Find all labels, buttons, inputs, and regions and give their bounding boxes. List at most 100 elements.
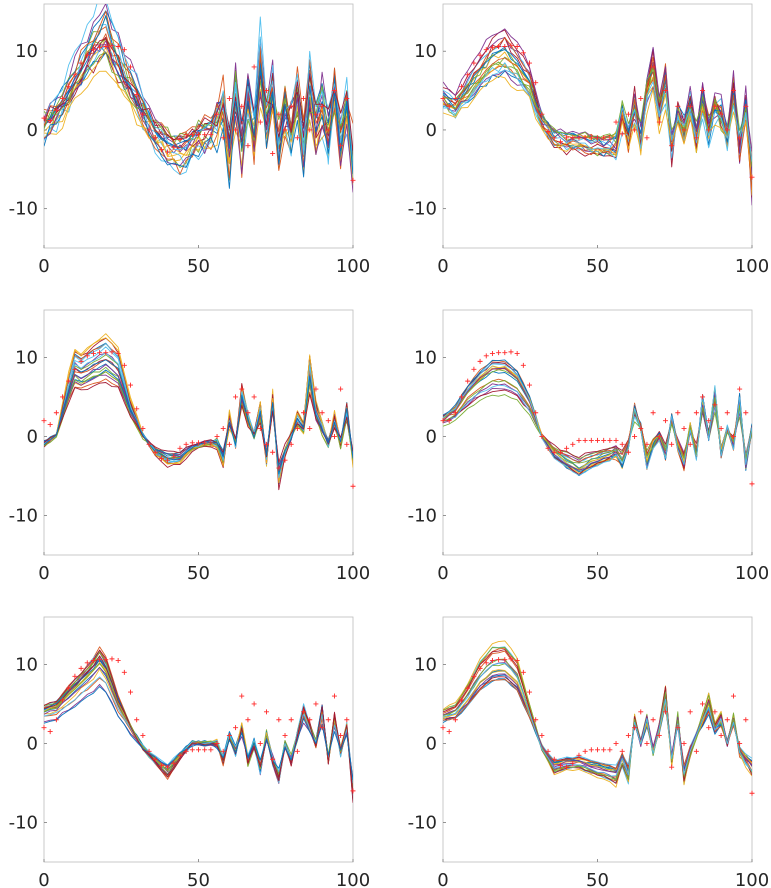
observed-point [66,378,72,384]
observed-point [344,717,350,723]
observed-point [743,717,749,723]
x-tick-label: 0 [437,256,448,277]
observed-point [564,445,570,451]
observed-point [140,111,146,117]
observed-point [749,790,755,796]
observed-point [545,748,551,754]
observed-point [214,111,220,117]
observed-point [662,418,668,424]
observed-point [706,725,712,731]
observed-point [288,103,294,109]
series-line [44,686,353,780]
y-tick-label: 0 [27,733,38,754]
observed-point [84,353,90,359]
observed-point [220,135,226,141]
observed-point [251,394,257,400]
observed-point [257,740,263,746]
observed-point [557,139,563,145]
observed-point [60,697,66,703]
observed-point [576,752,582,758]
series-line [44,371,353,475]
observed-point [718,111,724,117]
observed-point [613,740,619,746]
observed-point [270,449,276,455]
observed-point [41,418,47,424]
observed-point [53,410,59,416]
series-line [443,669,752,776]
observed-point [681,426,687,432]
observed-point [270,151,276,157]
observed-point [693,748,699,754]
observed-point [471,60,477,66]
observed-point [294,135,300,141]
observed-point [588,747,594,753]
observed-point [47,422,53,428]
observed-point [737,386,743,392]
observed-point [675,103,681,109]
y-tick-label: 10 [414,347,437,368]
observed-point [446,729,452,735]
observed-point [208,747,214,753]
y-tick-label: 0 [426,426,437,447]
observed-point [196,132,201,138]
observed-point [669,764,675,770]
observed-point [737,135,743,141]
observed-point [177,752,183,758]
observed-point [202,440,208,446]
observed-point [140,426,146,432]
observed-point [245,143,251,149]
x-tick-label: 0 [437,563,448,584]
observed-markers [41,656,356,794]
observed-point [134,92,140,98]
observed-point [644,135,650,141]
observed-point [263,709,269,715]
observed-point [307,426,313,432]
x-tick-label: 0 [38,256,49,277]
observed-point [712,402,718,408]
observed-point [452,95,458,101]
observed-point [595,437,600,443]
observed-point [656,733,662,739]
observed-point [239,103,245,109]
observed-point [601,135,607,141]
observed-point [489,657,495,663]
observed-point [700,701,706,707]
observed-point [208,132,214,138]
observed-point [582,748,588,754]
observed-point [749,174,755,180]
observed-point [338,733,344,739]
observed-point [338,143,344,149]
observed-point [687,103,693,109]
observed-point [282,457,288,463]
observed-point [72,366,78,372]
observed-point [595,747,600,753]
observed-point [245,410,251,416]
observed-point [171,144,177,150]
series-line [44,655,353,794]
series-line [44,15,353,189]
observed-point [687,441,693,447]
observed-point [313,701,319,707]
observed-point [325,127,331,133]
observed-point [471,673,477,679]
observed-markers [41,349,356,489]
observed-point [440,95,446,101]
observed-markers [41,43,356,183]
observed-point [477,358,483,364]
y-tick-label: -10 [9,199,38,220]
series-line [44,46,353,185]
observed-point [650,717,656,723]
observed-point [601,747,607,753]
observed-point [97,657,103,663]
observed-point [158,763,164,769]
series-line [44,683,353,780]
observed-point [489,350,495,356]
observed-point [325,418,331,424]
observed-point [693,410,699,416]
observed-point [165,149,171,155]
observed-point [730,88,736,94]
observed-point [681,127,687,133]
x-tick-label: 50 [586,870,609,888]
